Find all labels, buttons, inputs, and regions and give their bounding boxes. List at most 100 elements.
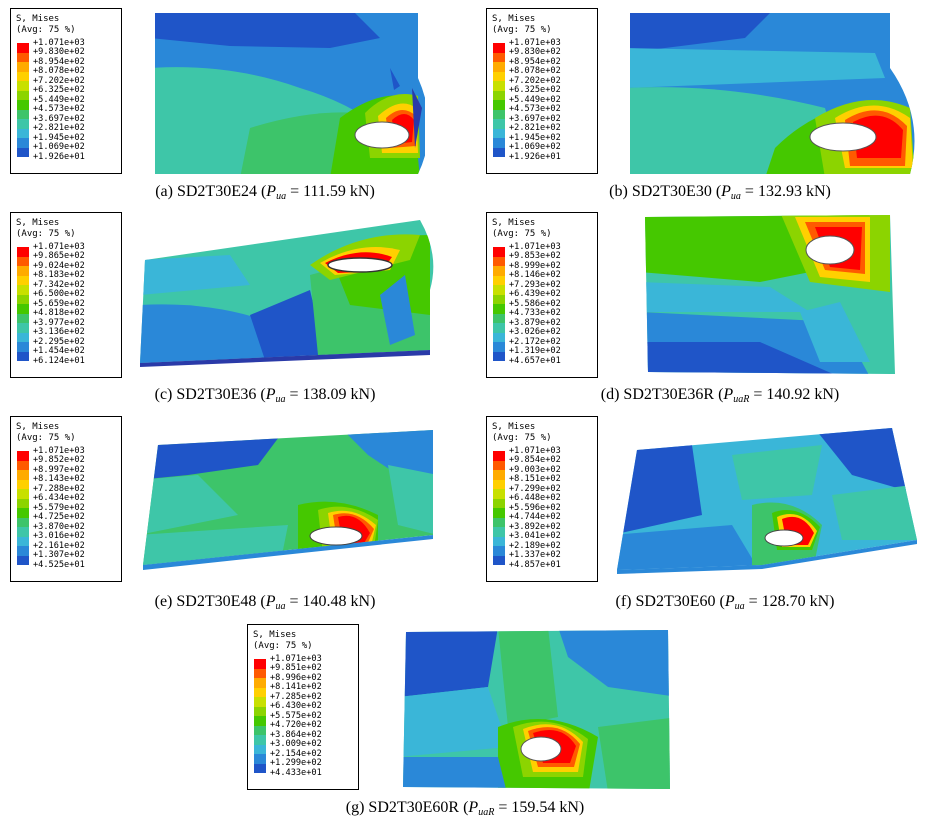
legend-subtitle: (Avg: 75 %) <box>16 433 76 443</box>
caption-f: (f) SD2T30E60 (Pua = 128.70 kN) <box>615 593 835 612</box>
caption-c: (c) SD2T30E36 (Pua = 138.09 kN) <box>154 386 376 405</box>
contour-plot-e <box>143 430 433 570</box>
legend-value: +1.945e+02 <box>509 132 561 143</box>
bolt-hole <box>805 235 855 265</box>
legend-value: +5.449e+02 <box>33 94 85 105</box>
legend-value: +6.325e+02 <box>33 85 85 95</box>
legend-swatch <box>17 275 29 285</box>
legend-value: +5.596e+02 <box>509 502 561 513</box>
legend-subtitle: (Avg: 75 %) <box>16 25 76 35</box>
legend-swatch <box>493 81 505 91</box>
legend-value: +2.821e+02 <box>509 123 561 133</box>
legend-swatch <box>17 555 29 565</box>
legend-subtitle: (Avg: 75 %) <box>492 25 552 35</box>
legend-value: +1.069e+02 <box>509 142 561 152</box>
legend-swatch <box>254 697 266 707</box>
legend-value: +2.295e+02 <box>33 336 85 347</box>
legend-swatch <box>493 451 505 461</box>
legend-title: S, Mises <box>492 422 536 432</box>
caption-a: (a) SD2T30E24 (Pua = 111.59 kN) <box>155 183 375 202</box>
legend-swatch <box>493 52 505 62</box>
legend-title: S, Mises <box>16 14 60 24</box>
legend-title: S, Mises <box>16 422 60 432</box>
legend-swatch <box>493 479 505 489</box>
caption-d: (d) SD2T30E36R (PuaR = 140.92 kN) <box>600 386 840 405</box>
legend-swatch <box>254 668 266 678</box>
legend-swatch <box>493 109 505 119</box>
legend-swatch <box>17 489 29 499</box>
legend-value: +6.434e+02 <box>33 493 85 503</box>
legend-value: +8.078e+02 <box>509 66 561 76</box>
legend-swatch <box>17 256 29 266</box>
legend-swatch <box>17 508 29 518</box>
legend-value: +1.069e+02 <box>33 142 85 152</box>
legend-value: +7.202e+02 <box>33 75 85 86</box>
legend-value: +8.143e+02 <box>33 474 85 484</box>
bolt-hole <box>809 122 877 152</box>
legend-value: +6.124e+01 <box>33 355 85 366</box>
legend-value: +1.926e+01 <box>33 151 85 162</box>
legend-value: +5.449e+02 <box>509 94 561 105</box>
legend-value: +1.071e+03 <box>270 653 322 664</box>
legend-swatch <box>254 735 266 745</box>
legend-value: +1.071e+03 <box>509 37 561 48</box>
legend-value: +7.202e+02 <box>509 75 561 86</box>
legend-value: +6.448e+02 <box>509 493 561 503</box>
legend-title: S, Mises <box>16 218 60 228</box>
legend-subtitle: (Avg: 75 %) <box>492 433 552 443</box>
legend-swatch <box>254 687 266 697</box>
legend-value: +1.454e+02 <box>33 346 85 356</box>
legend-value: +1.071e+03 <box>33 241 85 252</box>
legend-value: +9.851e+02 <box>270 663 322 673</box>
legend-swatch <box>17 479 29 489</box>
legend-swatch <box>493 71 505 81</box>
contour-plot-g <box>403 630 670 789</box>
legend-value: +5.586e+02 <box>509 298 561 309</box>
legend-value: +1.307e+02 <box>33 550 85 560</box>
legend-swatch <box>493 313 505 323</box>
legend-swatch <box>254 678 266 688</box>
legend-value: +8.151e+02 <box>509 474 561 484</box>
legend-swatch <box>17 546 29 556</box>
legend-value: +3.879e+02 <box>509 317 561 328</box>
legend-value: +9.024e+02 <box>33 260 85 271</box>
legend-value: +8.999e+02 <box>509 260 561 271</box>
caption-b: (b) SD2T30E30 (Pua = 132.93 kN) <box>609 183 831 202</box>
legend-value: +1.071e+03 <box>509 445 561 456</box>
legend-value: +2.172e+02 <box>509 336 561 347</box>
legend-swatch <box>493 43 505 53</box>
legend-value: +5.575e+02 <box>270 710 322 721</box>
legend-swatch <box>493 555 505 565</box>
legend-value: +1.071e+03 <box>509 241 561 252</box>
legend-swatch <box>493 266 505 276</box>
legend-a: S, Mises (Avg: 75 %) +1.071e+03 +9.830e+0… <box>10 8 122 174</box>
legend-swatch <box>493 470 505 480</box>
caption-g: (g) SD2T30E60R (PuaR = 159.54 kN) <box>345 799 585 818</box>
legend-swatch <box>493 332 505 342</box>
legend-value: +1.299e+02 <box>270 758 322 768</box>
legend-swatch <box>493 294 505 304</box>
legend-swatch <box>493 119 505 129</box>
contour-plot-c <box>140 220 434 367</box>
legend-value: +5.579e+02 <box>33 502 85 513</box>
legend-value: +3.009e+02 <box>270 739 322 749</box>
legend-subtitle: (Avg: 75 %) <box>253 641 313 651</box>
legend-value: +2.821e+02 <box>33 123 85 133</box>
legend-value: +6.430e+02 <box>270 701 322 711</box>
legend-swatch <box>493 351 505 361</box>
legend-swatch <box>254 659 266 669</box>
legend-value: +9.003e+02 <box>509 464 561 475</box>
legend-swatch <box>493 323 505 333</box>
color-scale <box>17 247 29 361</box>
contour-plot-a <box>155 13 425 174</box>
legend-swatch <box>17 351 29 361</box>
legend-value: +8.183e+02 <box>33 270 85 280</box>
caption-e: (e) SD2T30E48 (Pua = 140.48 kN) <box>154 593 376 612</box>
legend-value: +2.161e+02 <box>33 540 85 551</box>
legend-swatch <box>17 313 29 323</box>
legend-value: +5.659e+02 <box>33 298 85 309</box>
legend-value: +1.337e+02 <box>509 550 561 560</box>
legend-swatch <box>493 90 505 100</box>
legend-title: S, Mises <box>253 630 297 640</box>
bolt-hole <box>354 121 410 149</box>
